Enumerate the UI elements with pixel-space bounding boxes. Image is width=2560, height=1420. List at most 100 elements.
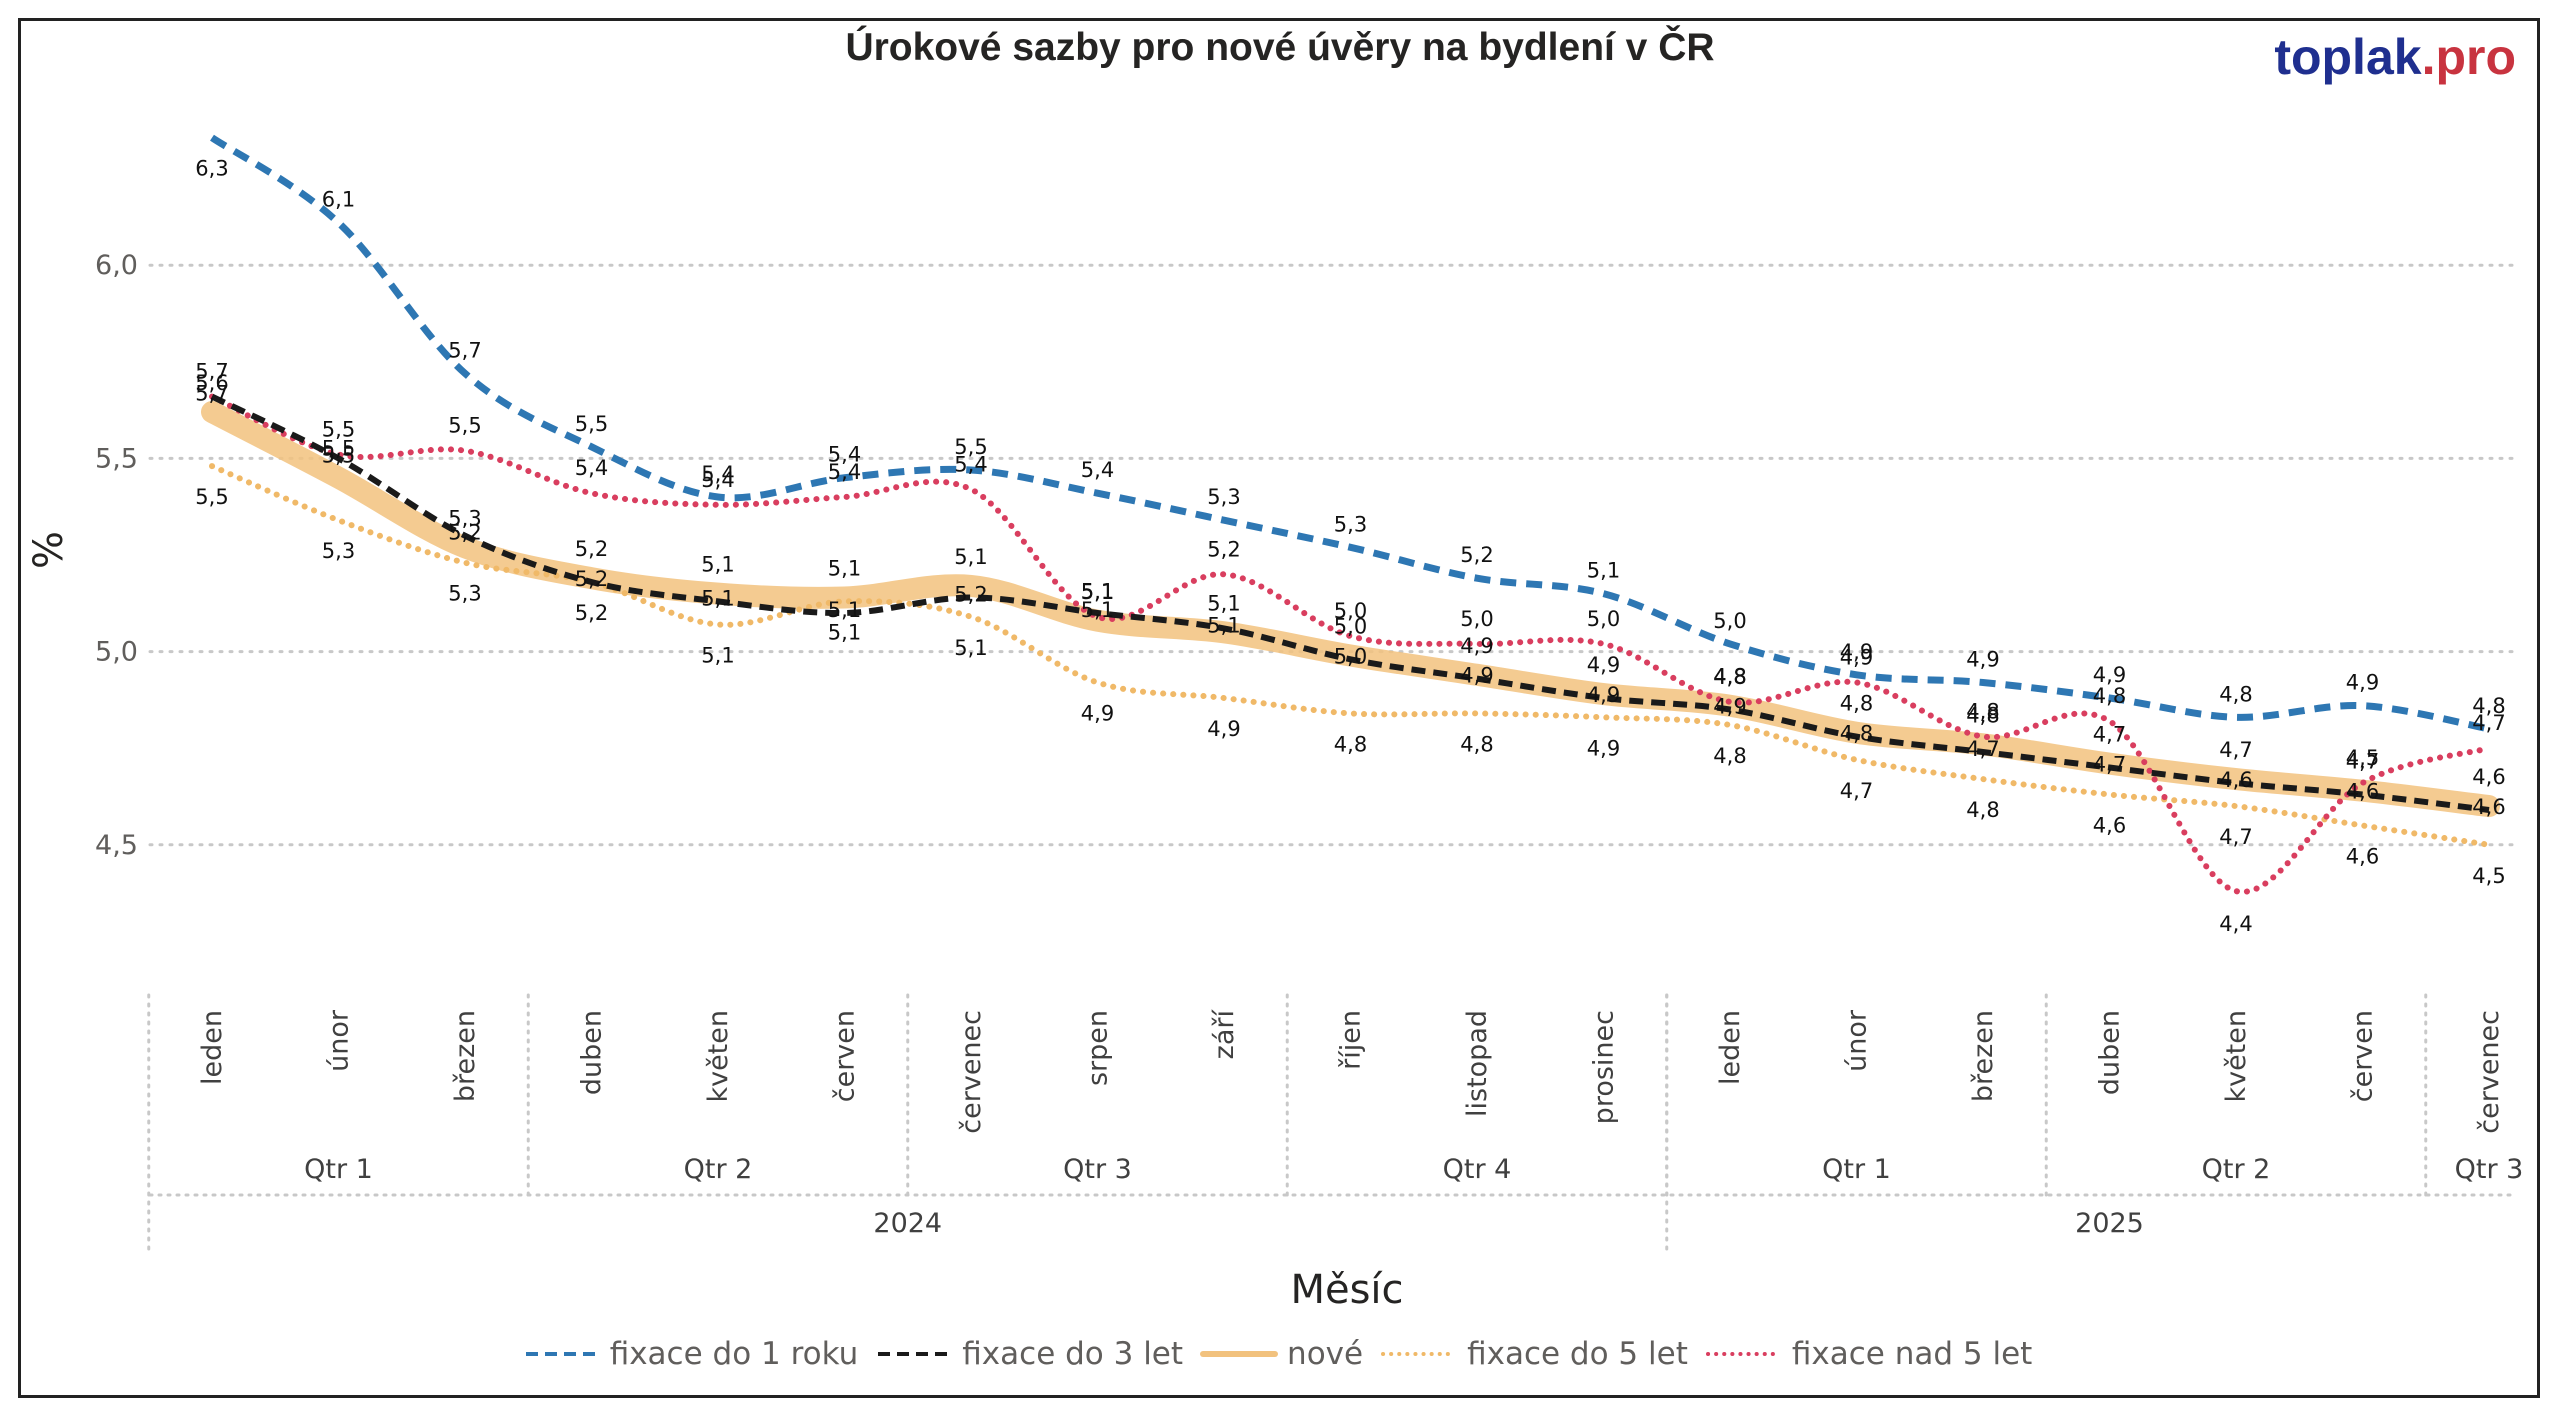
series-line-fixace-do-3-let bbox=[210, 393, 2490, 813]
x-tick-label: říjen bbox=[1336, 1010, 1367, 1070]
x-tick-label: červenec bbox=[956, 1010, 987, 1134]
legend: fixace do 1 roku fixace do 3 let nové fixac… bbox=[0, 1336, 2560, 1372]
legend-swatch bbox=[878, 1352, 951, 1356]
data-label: 4,9 bbox=[1966, 648, 1999, 672]
data-labels: 6,36,15,75,55,45,4 5,55,45,35,35,25,15,04… bbox=[195, 157, 2505, 936]
data-label: 5,1 bbox=[1081, 580, 1114, 604]
x-axis-title: Měsíc bbox=[1290, 1267, 1403, 1313]
data-label: 4,7 bbox=[2093, 753, 2126, 777]
data-label: 5,4 bbox=[828, 443, 861, 467]
data-label: 5,5 bbox=[575, 412, 608, 436]
data-label: 4,6 bbox=[2472, 795, 2505, 819]
data-label: 5,1 bbox=[1587, 559, 1620, 583]
data-label: 4,8 bbox=[2219, 682, 2252, 706]
x-tick-label: listopad bbox=[1462, 1010, 1493, 1117]
legend-item[interactable]: nové bbox=[1199, 1336, 1363, 1372]
data-label: 5,1 bbox=[701, 553, 734, 577]
year-label: 2024 bbox=[873, 1208, 942, 1239]
x-tick-label: červen bbox=[2348, 1010, 2379, 1102]
data-label: 5,4 bbox=[954, 452, 987, 476]
x-tick-label: srpen bbox=[1083, 1010, 1114, 1086]
x-tick-label: červenec bbox=[2474, 1010, 2505, 1134]
legend-item[interactable]: fixace do 3 let bbox=[874, 1336, 1183, 1372]
data-label: 4,8 bbox=[1713, 744, 1746, 768]
quarter-label: Qtr 1 bbox=[304, 1154, 373, 1185]
x-axis: Qtr 1 Qtr 2 Qtr 3 Qtr 4 Qtr 1 Qtr 2 Qtr 3 2024 2… bbox=[147, 993, 2524, 1252]
brand-tld: .pro bbox=[2421, 29, 2516, 85]
data-label: 5,4 bbox=[575, 456, 608, 480]
data-label: 5,0 bbox=[1334, 599, 1367, 623]
x-tick-label: leden bbox=[197, 1010, 228, 1085]
data-label: 4,8 bbox=[1966, 700, 1999, 724]
x-tick-label: květen bbox=[2221, 1010, 2252, 1103]
legend-item[interactable]: fixace nad 5 let bbox=[1704, 1336, 2032, 1372]
series-line-nové bbox=[201, 401, 2500, 818]
data-label: 5,0 bbox=[1587, 607, 1620, 631]
data-label: 5,1 bbox=[828, 620, 861, 644]
x-tick-label: květen bbox=[703, 1010, 734, 1103]
data-label: 4,9 bbox=[1840, 640, 1873, 664]
chart-title: Úrokové sazby pro nové úvěry na bydlení … bbox=[845, 26, 1715, 69]
quarter-label: Qtr 1 bbox=[1822, 1154, 1891, 1185]
data-label: 5,4 bbox=[701, 462, 734, 486]
data-label: 4,9 bbox=[1713, 695, 1746, 719]
data-label: 4,8 bbox=[1460, 732, 1493, 756]
data-label: 6,3 bbox=[195, 157, 228, 181]
series-lines bbox=[201, 134, 2500, 895]
y-tick-label: 6,0 bbox=[95, 250, 138, 281]
y-axis-ticks: 4,5 5,0 5,5 6,0 bbox=[95, 250, 138, 861]
data-label: 5,1 bbox=[1081, 598, 1114, 622]
data-label: 5,4 bbox=[1081, 458, 1114, 482]
data-label: 5,2 bbox=[575, 601, 608, 625]
data-label: 5,2 bbox=[575, 567, 608, 591]
data-label: 4,7 bbox=[1840, 779, 1873, 803]
data-label: 4,7 bbox=[2219, 825, 2252, 849]
chart-frame bbox=[18, 18, 2540, 1398]
legend-swatch bbox=[525, 1352, 598, 1356]
data-label: 5,3 bbox=[1207, 485, 1240, 509]
data-label: 5,5 bbox=[195, 485, 228, 509]
quarter-label: Qtr 3 bbox=[2455, 1154, 2524, 1185]
data-label: 5,7 bbox=[448, 338, 481, 362]
data-label: 5,1 bbox=[1081, 580, 1114, 604]
data-label: 5,1 bbox=[701, 644, 734, 668]
data-label: 4,6 bbox=[2472, 765, 2505, 789]
data-label: 4,9 bbox=[1460, 634, 1493, 658]
quarter-label: Qtr 2 bbox=[684, 1154, 753, 1185]
quarter-label: Qtr 3 bbox=[1063, 1154, 1132, 1185]
x-tick-label: duben bbox=[2095, 1010, 2126, 1095]
legend-label: nové bbox=[1287, 1336, 1364, 1372]
data-label: 5,6 bbox=[195, 371, 228, 395]
data-label: 5,5 bbox=[322, 418, 355, 442]
y-tick-label: 5,5 bbox=[95, 443, 138, 474]
data-label: 4,7 bbox=[2219, 738, 2252, 762]
data-label: 4,6 bbox=[2219, 768, 2252, 792]
data-label: 4,8 bbox=[2472, 694, 2505, 718]
data-label: 4,9 bbox=[1587, 736, 1620, 760]
data-label: 5,7 bbox=[195, 382, 228, 406]
data-label: 5,1 bbox=[954, 636, 987, 660]
y-tick-label: 4,5 bbox=[95, 830, 138, 861]
legend-item[interactable]: fixace do 5 let bbox=[1379, 1336, 1688, 1372]
data-label: 4,9 bbox=[1081, 702, 1114, 726]
data-label: 4,9 bbox=[2093, 663, 2126, 687]
legend-item[interactable]: fixace do 1 roku bbox=[522, 1336, 858, 1372]
data-label: 5,0 bbox=[1334, 614, 1367, 638]
data-label: 5,1 bbox=[954, 545, 987, 569]
data-label: 5,3 bbox=[1334, 512, 1367, 536]
data-label: 5,2 bbox=[1207, 537, 1240, 561]
data-label: 4,8 bbox=[1713, 665, 1746, 689]
data-label: 4,8 bbox=[1840, 692, 1873, 716]
data-label: 4,8 bbox=[1966, 798, 1999, 822]
data-label: 4,9 bbox=[1587, 653, 1620, 677]
data-label: 4,7 bbox=[2093, 723, 2126, 747]
data-label: 5,3 bbox=[322, 539, 355, 563]
data-label: 5,2 bbox=[575, 537, 608, 561]
data-label: 4,9 bbox=[1840, 646, 1873, 670]
data-label: 5,5 bbox=[322, 443, 355, 467]
data-label: 4,8 bbox=[1840, 722, 1873, 746]
y-tick-label: 5,0 bbox=[95, 637, 138, 668]
brand-name: toplak bbox=[2274, 29, 2422, 85]
data-label: 4,4 bbox=[2219, 912, 2252, 936]
x-tick-label: březen bbox=[450, 1010, 481, 1102]
